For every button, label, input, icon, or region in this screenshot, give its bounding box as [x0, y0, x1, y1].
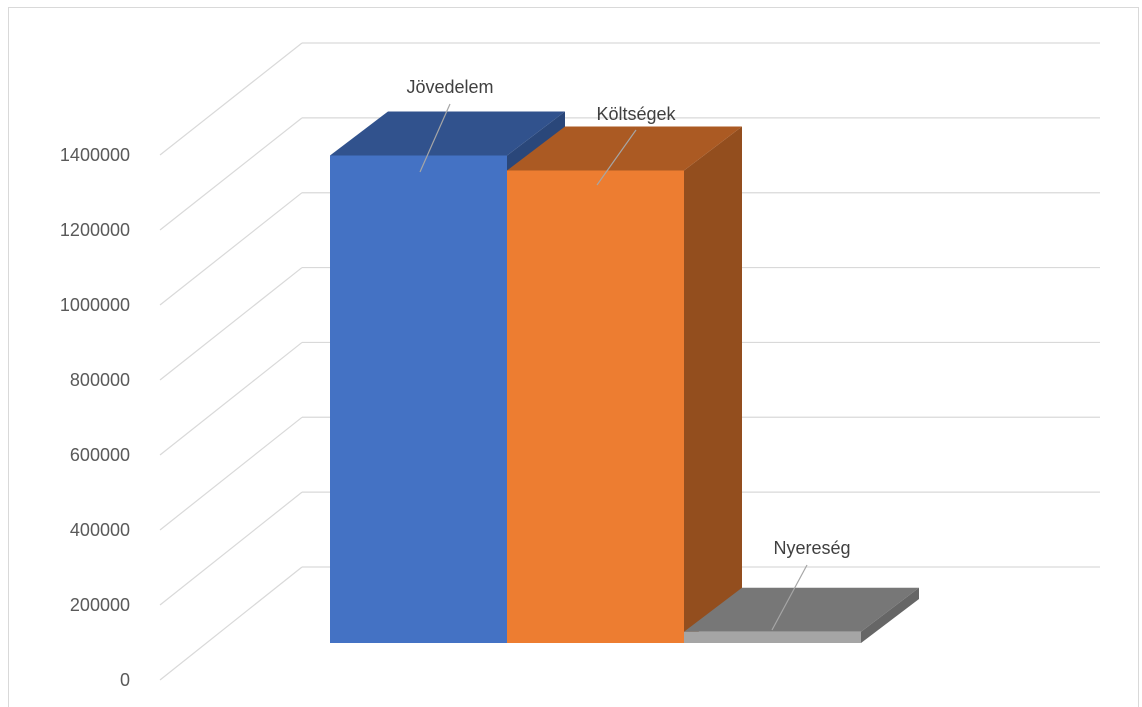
bar-side-1 [684, 126, 742, 643]
gridline-side-4 [159, 267, 303, 381]
data-label-0: Jövedelem [406, 77, 493, 97]
gridline-side-2 [159, 416, 303, 531]
bar-side-2 [861, 587, 919, 643]
gridline-side-7 [159, 42, 303, 156]
bar-1 [507, 170, 684, 643]
y-tick-label: 1200000 [60, 220, 130, 240]
data-label-2: Nyereség [773, 538, 850, 558]
y-tick-label: 600000 [70, 445, 130, 465]
data-label-leader-0 [419, 103, 451, 173]
data-label-leader-1 [596, 129, 637, 186]
bar-top-1 [507, 126, 742, 171]
gridline-side-0 [159, 566, 303, 681]
gridline-side-1 [159, 491, 303, 606]
gridline-side-6 [159, 117, 303, 231]
y-axis-ticks: 0 200000 400000 600000 800000 1000000 1200000 1… [60, 145, 130, 690]
bars [330, 111, 919, 643]
bar-top-2 [684, 587, 919, 632]
bar-top-0 [330, 111, 565, 156]
data-labels: Jövedelem Költségek Nyereség [406, 77, 851, 631]
y-tick-label: 1400000 [60, 145, 130, 165]
y-tick-label: 800000 [70, 370, 130, 390]
bar-0 [330, 155, 507, 643]
data-label-leader-2 [771, 564, 808, 631]
chart-frame [8, 7, 1139, 707]
y-tick-label: 400000 [70, 520, 130, 540]
bar-2 [684, 631, 861, 643]
gridline-side-3 [159, 341, 303, 456]
data-label-1: Költségek [596, 104, 676, 124]
y-tick-label: 0 [120, 670, 130, 690]
y-tick-label: 200000 [70, 595, 130, 615]
gridline-side-5 [159, 192, 303, 306]
y-tick-label: 1000000 [60, 295, 130, 315]
